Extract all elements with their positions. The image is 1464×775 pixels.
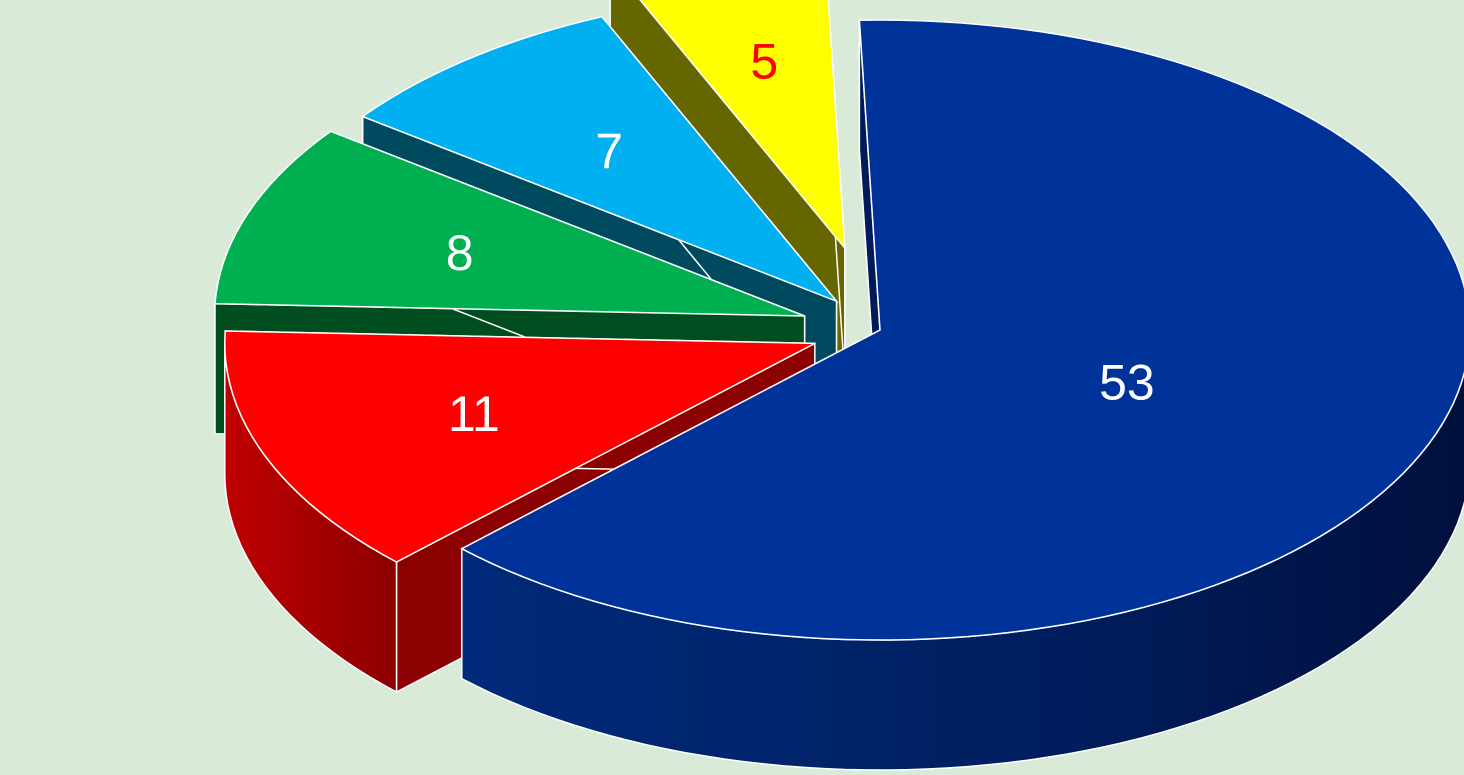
pie-slice-top-3 <box>361 15 839 303</box>
pie-slice-top-2 <box>214 130 805 317</box>
pie-slice-top-4 <box>639 0 846 251</box>
data-label-3: 7 <box>595 124 623 180</box>
data-label-0: 53 <box>1099 354 1155 410</box>
data-label-2: 8 <box>446 225 474 281</box>
data-label-1: 11 <box>448 386 500 442</box>
data-label-4: 5 <box>750 34 778 90</box>
pie-slice-top-0 <box>460 19 1464 641</box>
pie-slice-0: 53 <box>460 19 1464 771</box>
pie-slice-top-1 <box>224 330 816 563</box>
